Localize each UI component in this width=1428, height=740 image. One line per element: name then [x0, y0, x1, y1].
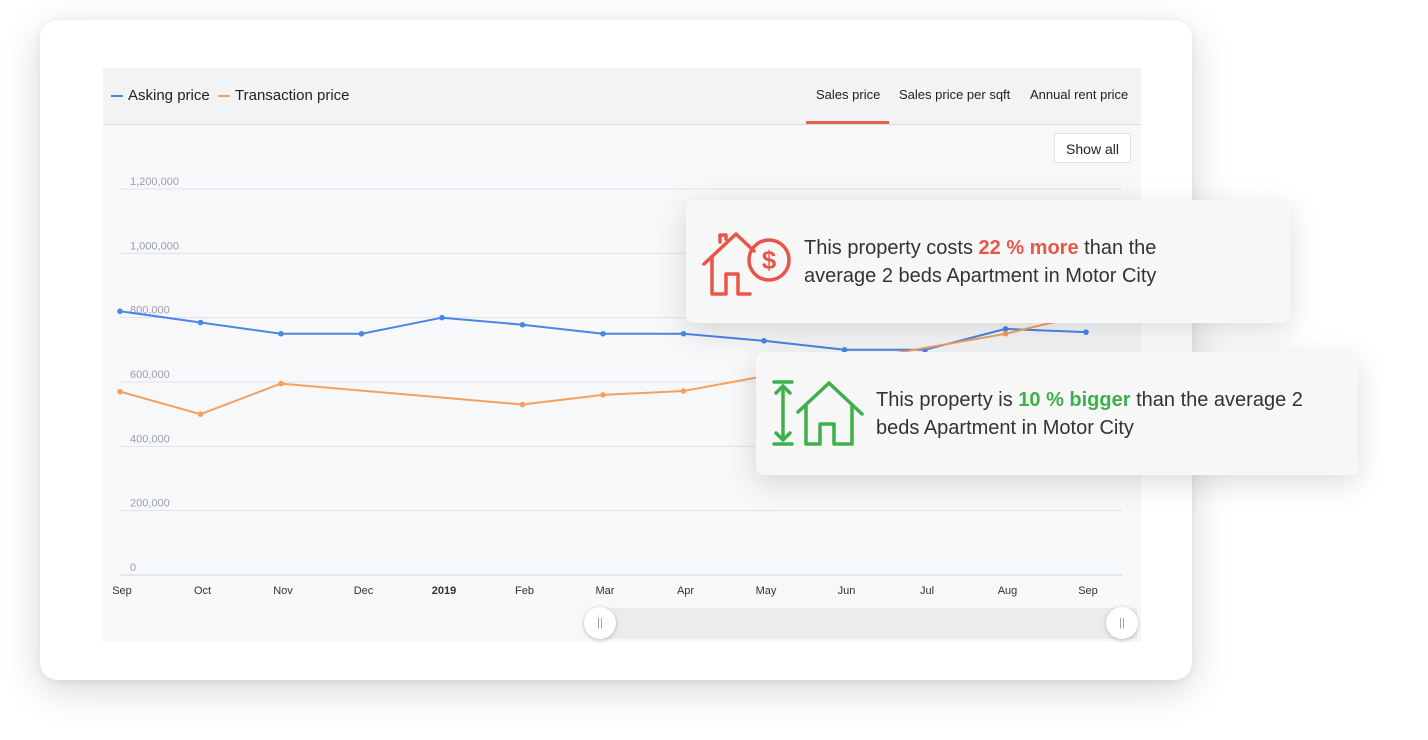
tab-sales-price-per-sqft[interactable]: Sales price per sqft	[899, 87, 1011, 102]
x-tick-label: 2019	[432, 585, 456, 597]
data-point-asking	[439, 314, 445, 321]
data-point-transaction	[278, 380, 284, 387]
cost-callout-text: This property costs 22 % more than the a…	[804, 234, 1224, 290]
data-point-asking	[1002, 326, 1009, 332]
y-tick-label: 600,000	[130, 369, 170, 381]
legend-transaction-price[interactable]: Transaction price	[218, 87, 350, 104]
x-tick-label: Nov	[273, 585, 293, 597]
cost-comparison-callout: $ This property costs 22 % more than the…	[686, 200, 1290, 323]
data-point-asking	[600, 330, 606, 337]
x-tick-label: Jun	[838, 585, 856, 597]
x-tick-label: Jul	[920, 585, 934, 597]
data-point-transaction	[117, 388, 123, 395]
data-point-asking	[519, 321, 526, 328]
legend-transaction-label: Transaction price	[235, 87, 350, 104]
show-all-button[interactable]: Show all	[1054, 133, 1131, 163]
chart-toolbar: Asking price Transaction price Sales pri…	[103, 68, 1141, 125]
legend-swatch-asking	[111, 94, 123, 97]
range-slider-handle-right[interactable]: ||	[1106, 607, 1138, 639]
size-comparison-callout: This property is 10 % bigger than the av…	[756, 352, 1358, 475]
house-dollar-icon: $	[702, 232, 791, 296]
x-tick-label: May	[756, 585, 777, 597]
data-point-asking	[117, 308, 123, 315]
data-point-transaction	[680, 388, 687, 394]
x-tick-label: Sep	[112, 585, 132, 597]
tab-annual-rent-price[interactable]: Annual rent price	[1030, 87, 1129, 102]
data-point-transaction	[519, 401, 526, 408]
tab-sales-price[interactable]: Sales price	[816, 87, 881, 102]
y-tick-label: 1,200,000	[130, 176, 179, 188]
x-tick-label: Aug	[998, 585, 1018, 597]
y-tick-label: 0	[130, 562, 136, 574]
data-point-transaction	[600, 392, 606, 398]
cost-callout-suffix: than the average 2 beds Apartment in Mot…	[804, 237, 1157, 287]
x-tick-label: Apr	[677, 585, 694, 597]
data-point-asking	[358, 330, 365, 337]
range-slider-handle-left[interactable]: ||	[584, 607, 616, 639]
x-tick-label: Sep	[1078, 585, 1098, 597]
size-callout-highlight: 10 % bigger	[1018, 389, 1131, 411]
x-tick-label: Dec	[354, 585, 374, 597]
x-tick-label: Mar	[596, 585, 615, 597]
legend-asking-label: Asking price	[128, 87, 210, 104]
x-tick-label: Feb	[515, 585, 534, 597]
data-point-asking	[761, 338, 767, 344]
y-tick-label: 1,000,000	[130, 240, 179, 252]
size-callout-text: This property is 10 % bigger than the av…	[876, 386, 1346, 442]
data-point-asking	[680, 330, 687, 337]
cost-callout-prefix: This property costs	[804, 237, 979, 259]
range-slider-track[interactable]	[600, 608, 1137, 639]
size-callout-suffix: than the average 2 beds Apartment in Mot…	[876, 389, 1303, 439]
data-point-asking	[278, 330, 284, 337]
active-tab-indicator	[806, 121, 889, 124]
size-callout-prefix: This property is	[876, 389, 1019, 411]
data-point-asking	[841, 347, 848, 353]
legend-asking-price[interactable]: Asking price	[111, 87, 210, 104]
data-point-asking	[1083, 329, 1089, 335]
y-tick-label: 200,000	[130, 498, 170, 510]
data-point-transaction	[197, 411, 204, 417]
legend-swatch-transaction	[218, 94, 230, 97]
y-tick-label: 400,000	[130, 433, 170, 445]
data-point-transaction	[1002, 330, 1009, 337]
data-point-asking	[197, 319, 204, 326]
house-size-icon	[772, 380, 864, 446]
x-tick-label: Oct	[194, 585, 211, 597]
svg-text:$: $	[762, 245, 777, 275]
cost-callout-highlight: 22 % more	[978, 237, 1079, 259]
